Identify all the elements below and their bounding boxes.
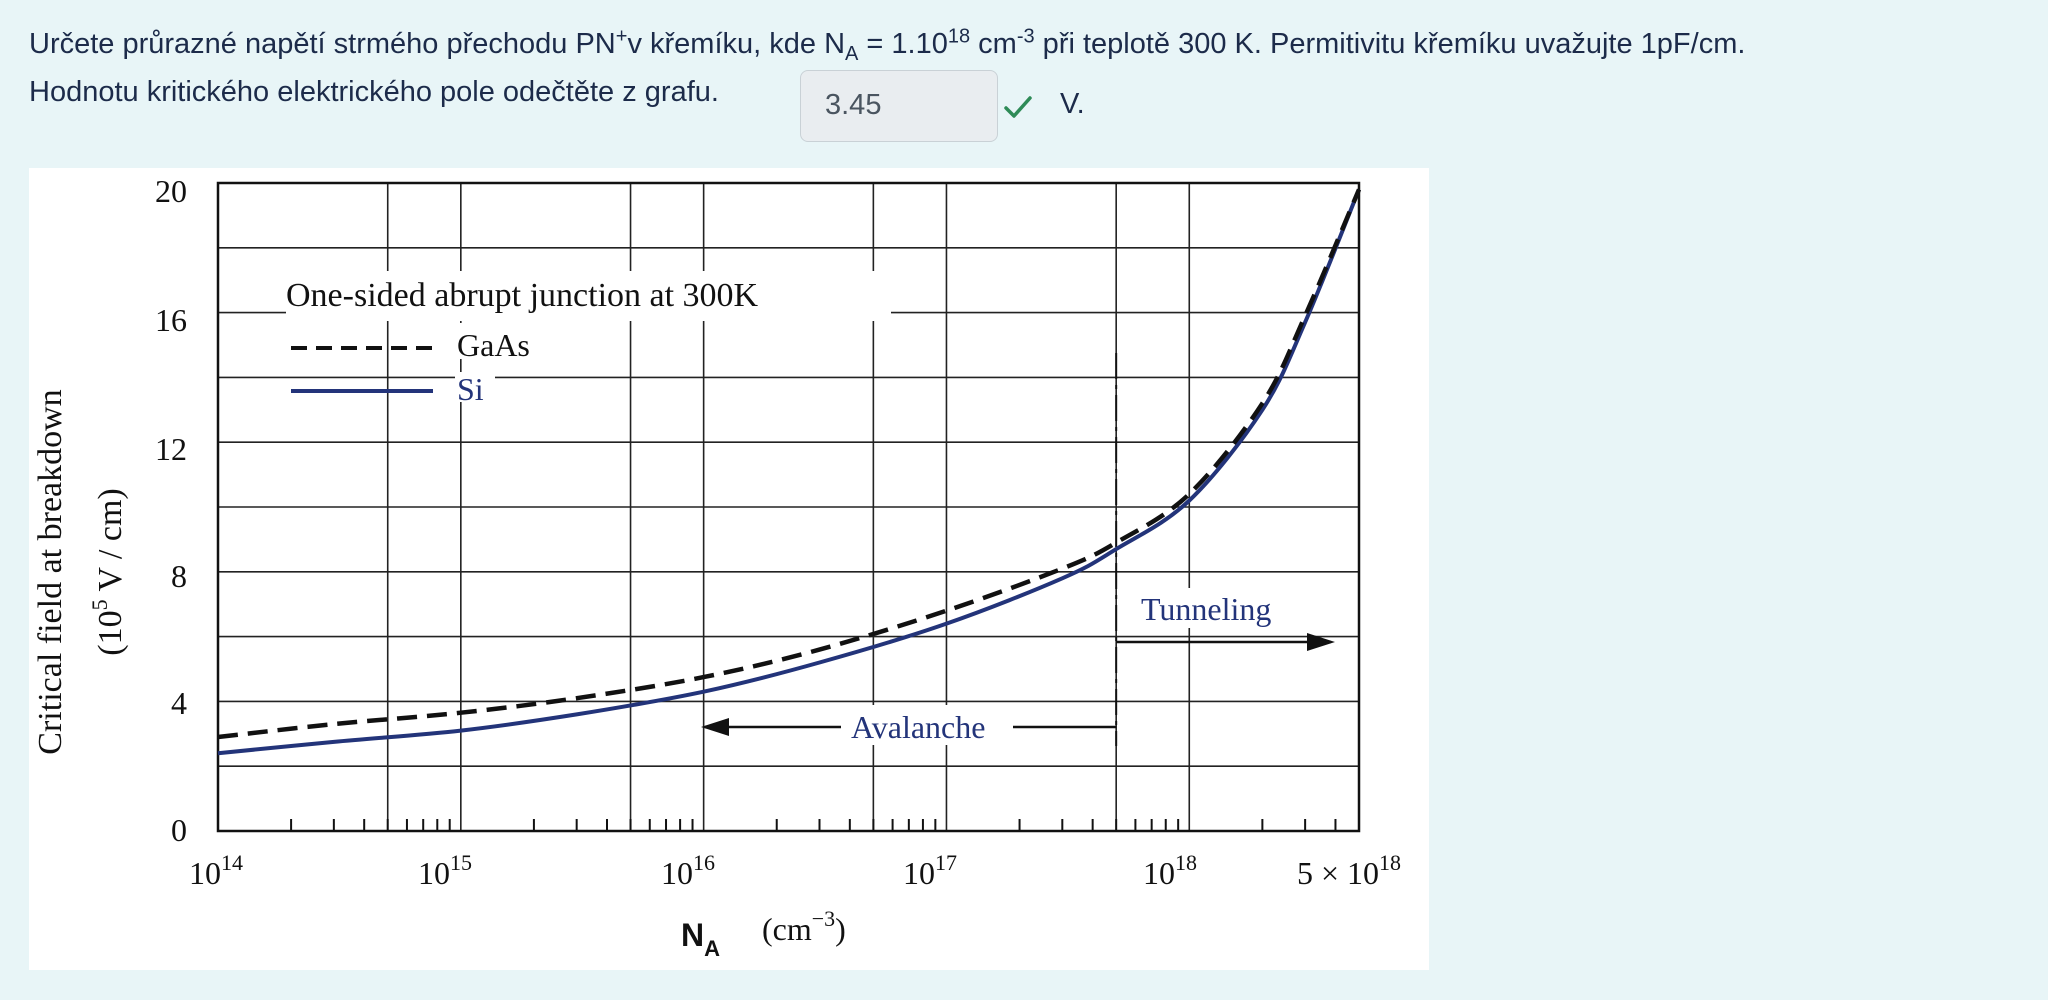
question-text: Určete průrazné napětí strmého přechodu … [29,22,1745,66]
x-tick-labels: 1014 1015 1016 1017 1018 5 × 1018 [189,850,1401,891]
x-minor-ticks [290,819,1337,831]
y-axis-label-line2: (105 V / cm) [87,488,129,655]
y-tick-label: 4 [171,685,187,721]
tunneling-arrow-head [1307,633,1335,651]
superscript-minus3: -3 [1016,25,1035,48]
legend-background [286,271,891,321]
annotations: Avalanche Tunneling [701,353,1335,746]
y-tick-label: 20 [155,173,187,209]
avalanche-label: Avalanche [851,709,985,745]
legend-gaas-label: GaAs [457,327,530,363]
gaas-series-line [217,188,1362,740]
legend: One-sided abrupt junction at 300K GaAs S… [286,271,891,407]
superscript-plus: + [615,25,628,48]
y-tick-label: 12 [155,431,187,467]
check-icon [1004,96,1032,118]
avalanche-arrow-head [701,718,729,736]
legend-label-bg [455,372,495,402]
y-axis-label-line1: Critical field at breakdown [32,389,69,754]
si-series-line [217,188,1361,756]
x-tick-label: 1016 [661,850,715,891]
chart-image: 0 4 8 12 16 20 1014 1015 1016 1017 1018 … [29,168,1429,970]
y-tick-label: 8 [171,558,187,594]
x-tick-label: 1014 [189,850,243,891]
x-axis-label-unit: (cm−3) [762,906,846,947]
question-text-part: při teplotě 300 K. Permitivitu křemíku u… [1034,28,1746,60]
y-tick-label: 16 [155,302,187,338]
answer-input[interactable]: 3.45 [800,70,998,142]
breakdown-field-chart: 0 4 8 12 16 20 1014 1015 1016 1017 1018 … [32,173,1401,961]
question-text-part: = 1.10 [858,28,948,60]
y-axis-label: Critical field at breakdown (105 V / cm) [32,389,129,754]
tunneling-label-bg [1139,588,1289,628]
x-tick-label: 1017 [903,850,957,891]
x-tick-label: 5 × 1018 [1297,850,1401,891]
y-tick-label: 0 [171,812,187,848]
x-axis-label: NA (cm−3) [681,906,846,961]
x-tick-label: 1018 [1143,850,1197,891]
legend-title: One-sided abrupt junction at 300K [286,277,759,314]
question-text-part: cm [970,28,1017,60]
tunneling-label: Tunneling [1141,591,1271,627]
x-tick-label: 1015 [418,850,472,891]
subscript-a: A [845,42,859,65]
question-text-part: v křemíku, kde N [627,28,846,60]
legend-label-bg [455,323,549,359]
x-axis-label-main: NA [681,917,720,961]
question-text-part: Určete průrazné napětí strmého přechodu … [29,28,616,60]
y-tick-labels: 0 4 8 12 16 20 [155,173,187,848]
superscript-18: 18 [947,25,971,48]
avalanche-label-bg [847,705,1009,745]
question-text-line2: Hodnotu kritického elektrického pole ode… [29,76,719,108]
legend-si-label: Si [457,371,484,407]
answer-unit: V. [1060,88,1085,120]
plot-frame [216,181,1361,833]
